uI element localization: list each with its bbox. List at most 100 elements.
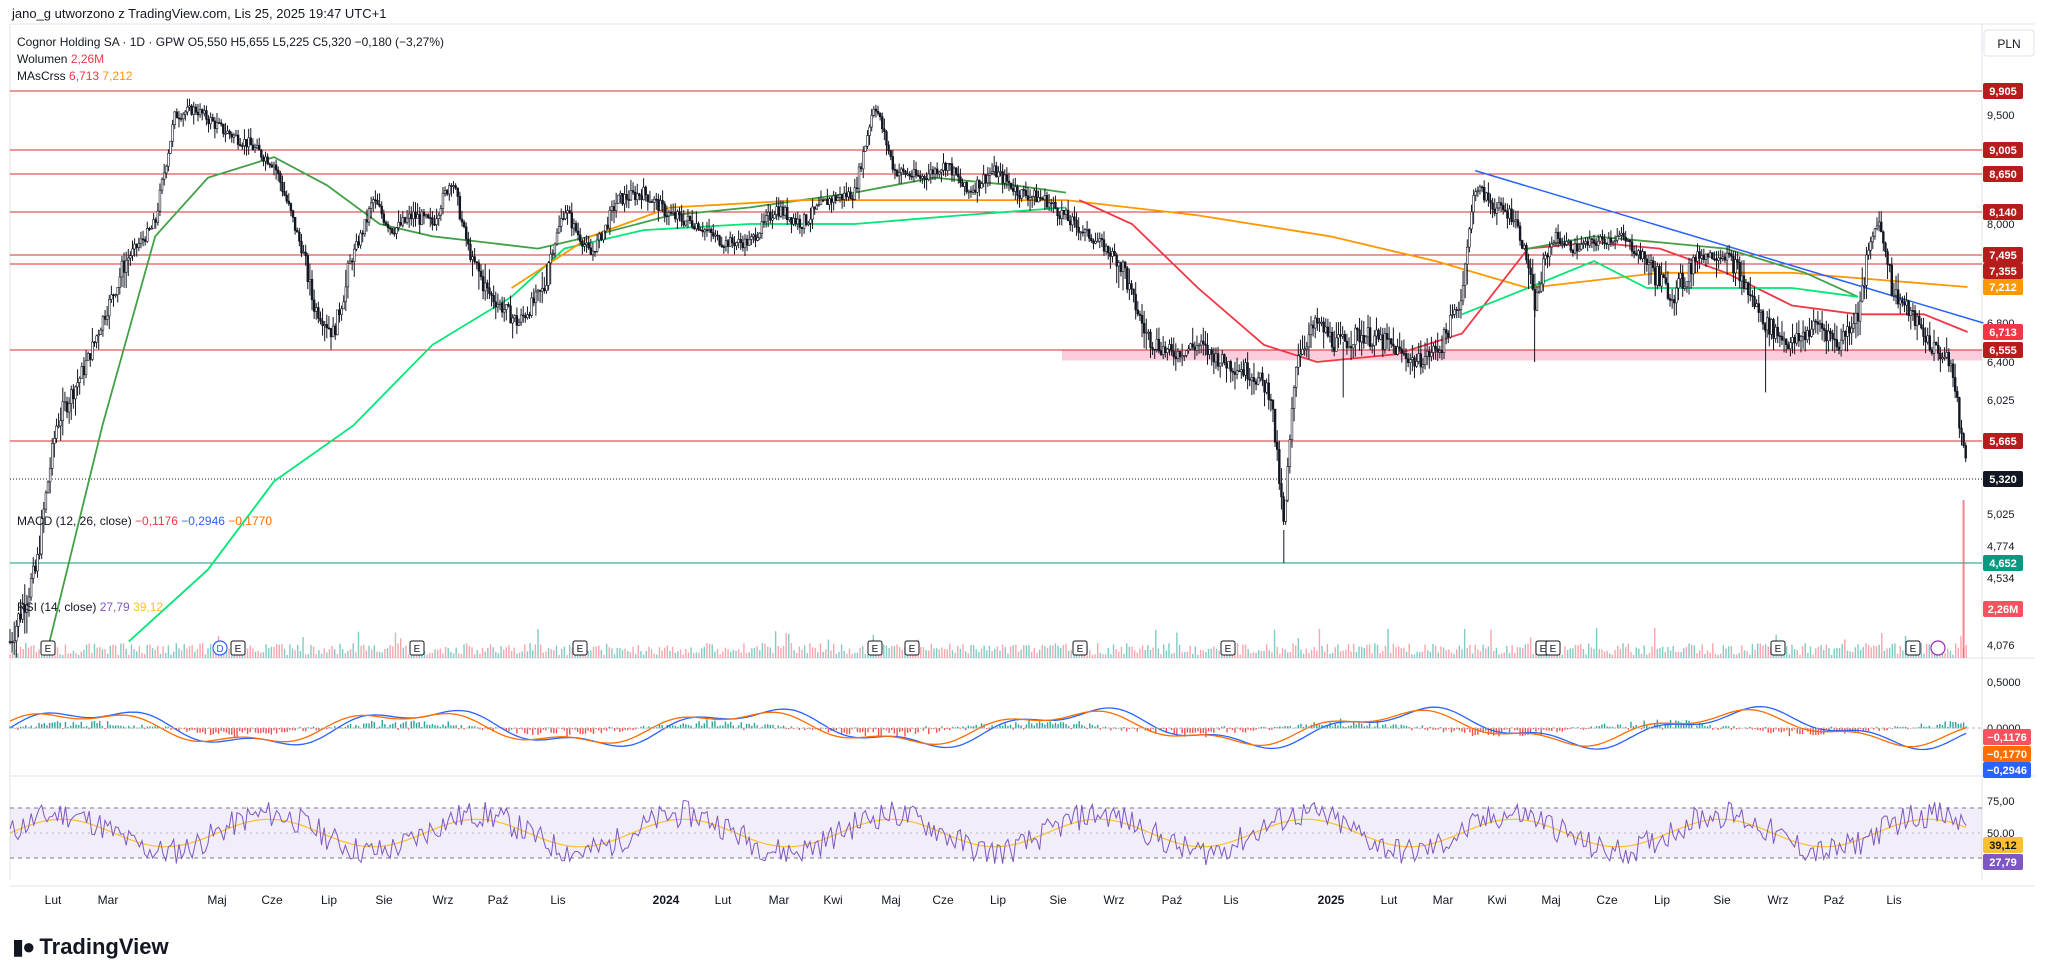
candle-body	[978, 179, 981, 189]
candle-body	[1516, 219, 1520, 227]
candle-body	[1278, 449, 1281, 484]
candle-body	[1145, 331, 1148, 334]
volume-bar	[1025, 645, 1028, 658]
macd-hist-bar	[1540, 728, 1542, 736]
macd-hist-bar	[56, 721, 59, 729]
x-axis-label: Lut	[1381, 893, 1398, 907]
volume-bar	[125, 648, 127, 658]
volume-bar	[896, 644, 898, 658]
candle-body	[1442, 329, 1446, 354]
support-zone	[1062, 349, 1982, 361]
candle-body	[1476, 190, 1480, 193]
macd-hist-bar	[909, 728, 911, 732]
candle-body	[1894, 289, 1898, 296]
volume-bar	[803, 645, 806, 658]
macd-hist-bar	[1667, 722, 1669, 729]
macd-hist-bar	[1878, 728, 1880, 731]
volume-bar	[1545, 653, 1548, 658]
macd-hist-bar	[928, 728, 930, 735]
event-marker: E	[904, 640, 920, 656]
candle-body	[1229, 361, 1232, 372]
candle-body	[872, 108, 876, 116]
candle-body	[745, 238, 749, 246]
macd-hist-bar	[885, 728, 888, 731]
volume-bar	[1416, 651, 1418, 658]
volume-bar	[170, 654, 172, 658]
macd-hist-bar	[204, 728, 207, 735]
volume-bar	[320, 653, 323, 658]
volume-bar	[827, 639, 830, 658]
volume-bar	[1165, 650, 1168, 658]
price-tag: 4,652	[1983, 555, 2023, 571]
volume-bar	[859, 648, 861, 658]
macd-hist-bar	[1234, 728, 1236, 733]
macd-hist-bar	[708, 727, 711, 729]
candle-body	[598, 233, 601, 241]
macd-hist-bar	[539, 728, 542, 734]
candle-body	[1276, 441, 1279, 450]
volume-bar	[1157, 648, 1160, 658]
macd-hist-bar	[165, 726, 167, 729]
macd-hist-bar	[1007, 726, 1009, 729]
candle-body	[1721, 256, 1725, 259]
volume-bar	[719, 654, 721, 658]
macd-hist-bar	[1096, 724, 1099, 729]
candle-body	[1003, 174, 1006, 184]
macd-hist-bar	[624, 728, 626, 730]
volume-bar	[811, 647, 814, 658]
macd-hist-bar	[616, 728, 618, 730]
macd-hist-bar	[99, 721, 101, 729]
earnings-marker-icon	[904, 640, 920, 656]
volume-bar	[38, 649, 40, 658]
candle-body	[709, 228, 713, 233]
macd-hist-bar	[526, 728, 529, 735]
lightning-marker-icon	[1930, 640, 1946, 656]
volume-bar	[431, 652, 434, 658]
volume-bar	[1852, 651, 1854, 658]
macd-hist-bar	[1894, 726, 1896, 729]
candle-body	[152, 219, 155, 229]
volume-bar	[661, 650, 663, 658]
macd-hist-bar	[1305, 724, 1307, 729]
volume-bar	[1561, 654, 1564, 658]
candle-body	[1102, 239, 1106, 252]
candle-body	[1953, 377, 1957, 392]
candle-body	[688, 215, 692, 221]
volume-bar	[1403, 647, 1405, 658]
candle-body	[215, 122, 219, 129]
volume-bar	[434, 649, 436, 658]
volume-bar	[1118, 651, 1120, 658]
candle-body	[557, 226, 561, 234]
macd-hist-bar	[1115, 728, 1117, 730]
candle-body	[1643, 251, 1646, 260]
macd-hist-bar	[1482, 728, 1484, 733]
volume-bar	[1630, 651, 1632, 658]
volume-bar	[1160, 654, 1162, 658]
candle-body	[1812, 320, 1815, 330]
macd-hist-bar	[1403, 725, 1405, 729]
candle-body	[1440, 350, 1444, 354]
volume-bar	[1656, 649, 1659, 658]
volume-bar	[1120, 646, 1123, 658]
currency-box	[1983, 29, 2035, 57]
macd-hist-bar	[196, 728, 199, 733]
candle-body	[211, 117, 214, 122]
volume-bar	[1260, 651, 1263, 658]
candle-body	[621, 193, 624, 205]
candle-body	[1071, 216, 1074, 226]
x-axis-label: Kwi	[1487, 893, 1506, 907]
volume-bar	[1358, 646, 1360, 658]
volume-bar	[1207, 649, 1210, 658]
candle-body	[1590, 238, 1594, 241]
candle-body	[27, 596, 31, 605]
candle-body	[289, 203, 293, 211]
macd-hist-bar	[1759, 728, 1762, 731]
macd-hist-bar	[1690, 722, 1693, 729]
macd-hist-bar	[1545, 728, 1548, 731]
candle-body	[752, 234, 755, 237]
macd-hist-bar	[1651, 728, 1653, 729]
candle-body	[834, 195, 837, 201]
candle-body	[1804, 331, 1807, 341]
macd-hist-bar	[917, 728, 919, 733]
